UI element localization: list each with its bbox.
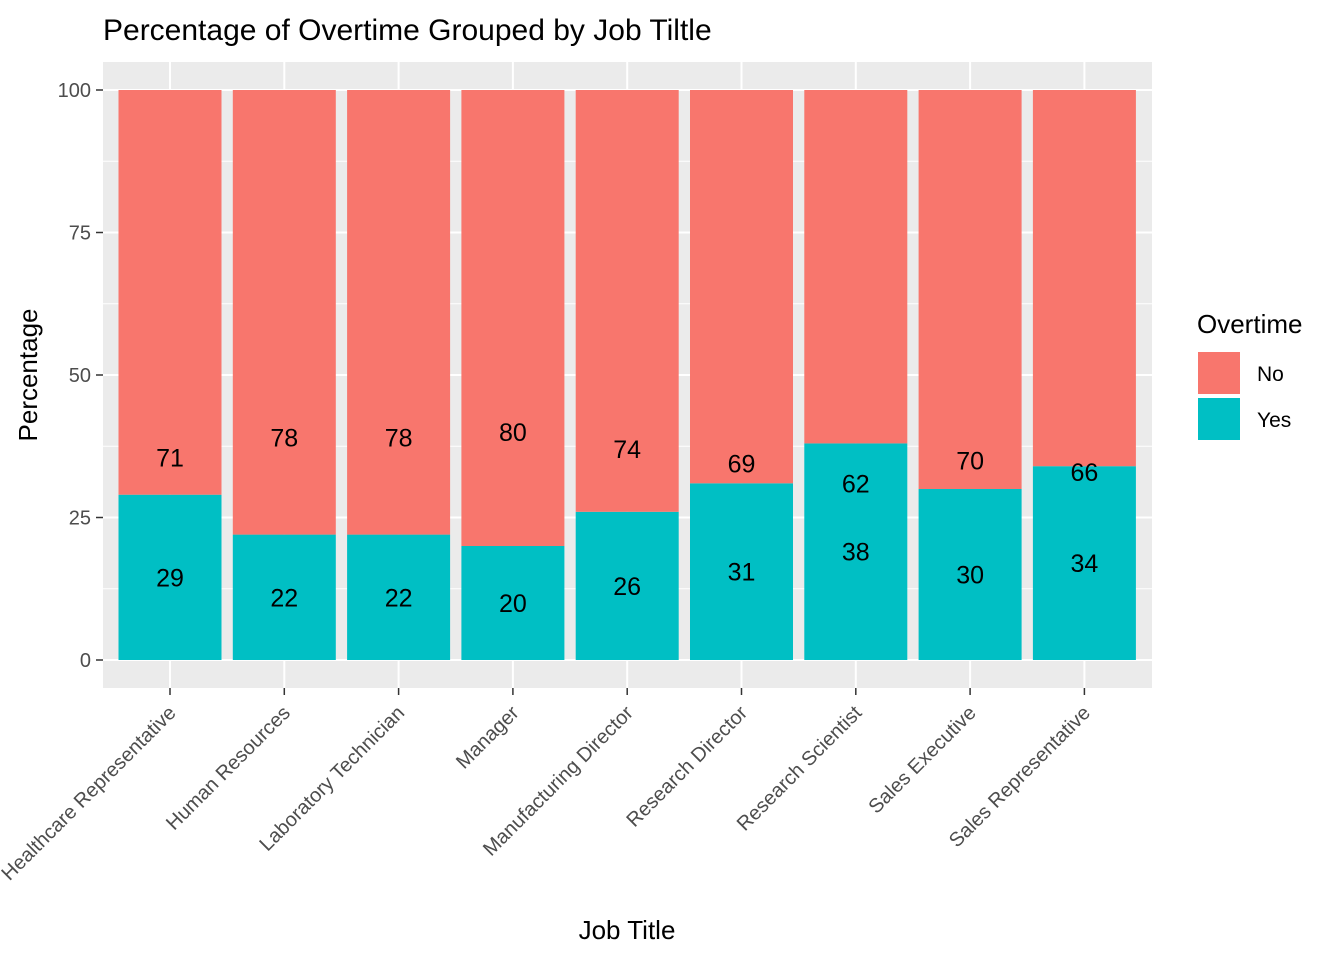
- bar-no-3: [461, 90, 565, 546]
- x-tick-label: Sales Executive: [864, 702, 980, 818]
- bar-yes-1: [232, 534, 336, 660]
- bar-label-yes-0: 29: [156, 564, 184, 592]
- bar-no-5: [690, 90, 793, 484]
- bar-label-no-6: 62: [842, 470, 870, 498]
- y-tick-label: 0: [80, 650, 91, 672]
- legend: Overtime No Yes: [1197, 309, 1302, 440]
- bar-no-4: [575, 90, 679, 512]
- bar-no-1: [232, 90, 336, 535]
- bar-label-yes-8: 34: [1070, 550, 1098, 578]
- y-tick-label: 50: [69, 365, 91, 387]
- bar-label-no-0: 71: [156, 445, 184, 473]
- legend-key-no: [1198, 352, 1240, 394]
- x-tick-label: Healthcare Representative: [0, 702, 181, 885]
- y-tick-label: 100: [58, 80, 91, 102]
- bar-label-no-1: 78: [270, 425, 298, 453]
- x-tick-label: Research Director: [623, 702, 753, 832]
- bar-yes-4: [575, 511, 679, 660]
- bar-yes-6: [804, 443, 908, 660]
- legend-label-no: No: [1257, 363, 1284, 386]
- bar-labels: 29 71 22 78 22 78 20 80 26 74 31 69 38 62 30 70 34 66: [156, 419, 1098, 618]
- y-axis: 0 25 50 75 100: [58, 80, 103, 672]
- bar-label-no-8: 66: [1070, 459, 1098, 487]
- bar-label-yes-4: 26: [613, 573, 641, 601]
- bar-label-no-5: 69: [728, 450, 756, 478]
- bar-no-7: [918, 90, 1022, 489]
- bar-yes-7: [918, 489, 1022, 660]
- x-tick-label: Manager: [452, 702, 524, 774]
- bar-yes-2: [347, 534, 451, 660]
- bar-yes-8: [1032, 466, 1136, 660]
- y-tick-label: 75: [69, 223, 91, 245]
- bar-no-6: [804, 90, 908, 444]
- bar-label-no-2: 78: [385, 425, 413, 453]
- chart-title: Percentage of Overtime Grouped by Job Ti…: [103, 14, 712, 47]
- bar-label-yes-6: 38: [842, 539, 870, 567]
- x-tick-label: Research Scientist: [733, 702, 867, 836]
- bar-label-yes-7: 30: [956, 562, 984, 590]
- bar-label-yes-1: 22: [270, 584, 298, 612]
- legend-key-yes: [1198, 398, 1240, 440]
- bar-label-yes-5: 31: [728, 559, 756, 587]
- bar-label-no-4: 74: [613, 436, 641, 464]
- bar-yes-0: [118, 494, 222, 660]
- bar-no-8: [1032, 90, 1136, 467]
- bars: [118, 90, 1136, 660]
- legend-entries: No Yes: [1198, 352, 1291, 440]
- bar-label-no-3: 80: [499, 419, 527, 447]
- bar-label-yes-2: 22: [385, 584, 413, 612]
- bar-no-2: [347, 90, 451, 535]
- bar-yes-5: [690, 483, 793, 660]
- y-axis-title: Percentage: [13, 309, 43, 442]
- x-axis-title: Job Title: [579, 915, 676, 945]
- bar-label-no-7: 70: [956, 448, 984, 476]
- x-tick-label: Human Resources: [162, 702, 295, 835]
- legend-label-yes: Yes: [1257, 409, 1291, 432]
- legend-title: Overtime: [1197, 309, 1302, 339]
- y-tick-label: 25: [69, 508, 91, 530]
- bar-yes-3: [461, 546, 565, 660]
- bar-label-yes-3: 20: [499, 590, 527, 618]
- bar-no-0: [118, 90, 222, 495]
